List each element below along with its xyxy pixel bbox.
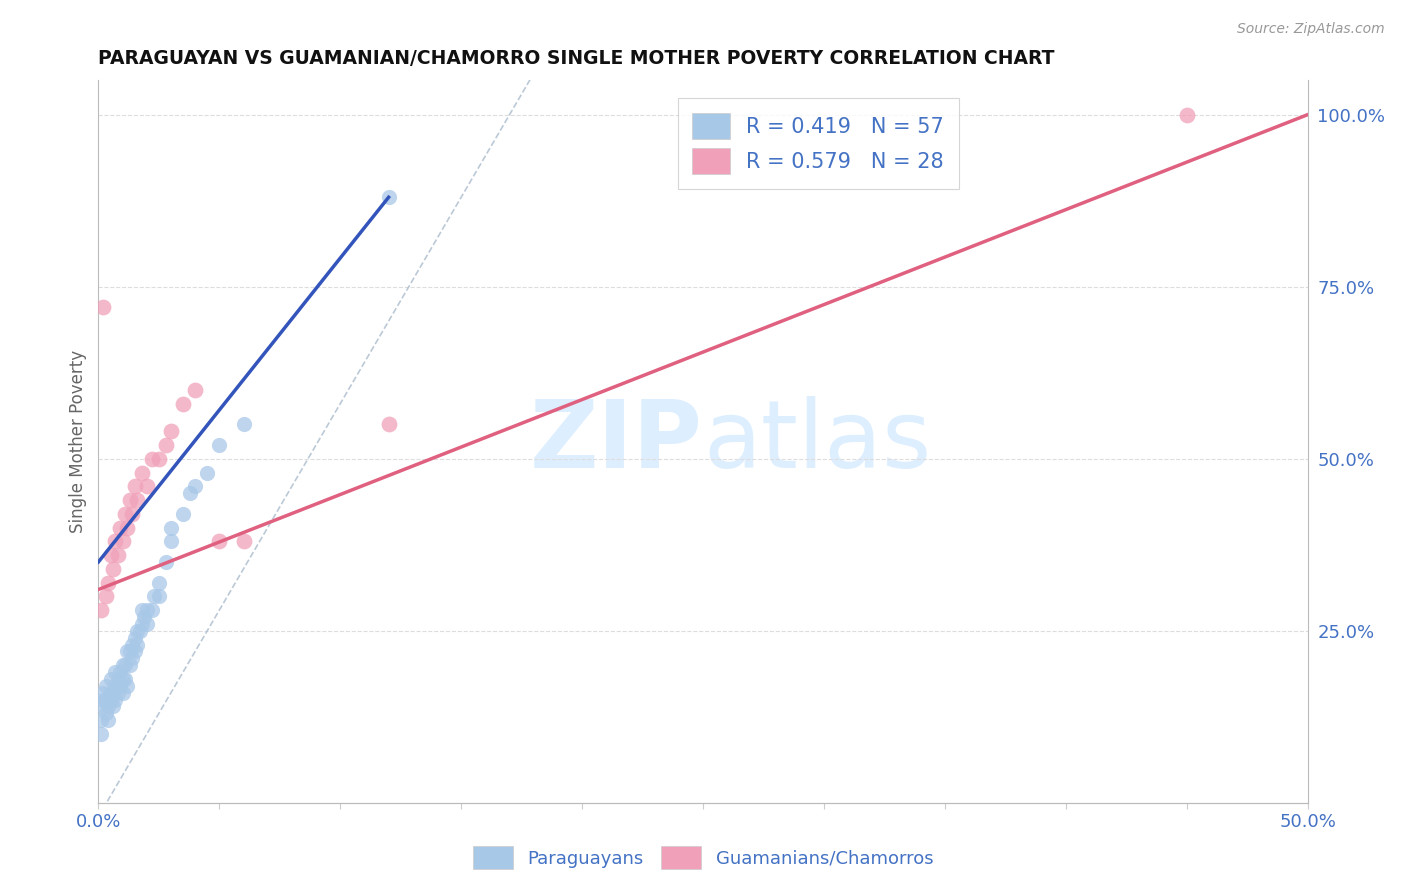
Point bbox=[101, 686, 124, 700]
Point bbox=[124, 479, 146, 493]
Text: PARAGUAYAN VS GUAMANIAN/CHAMORRO SINGLE MOTHER POVERTY CORRELATION CHART: PARAGUAYAN VS GUAMANIAN/CHAMORRO SINGLE … bbox=[98, 48, 1054, 68]
Point bbox=[127, 624, 149, 638]
Point bbox=[90, 727, 112, 741]
Point bbox=[104, 534, 127, 549]
Point bbox=[117, 520, 139, 534]
Point bbox=[232, 417, 254, 432]
Point bbox=[160, 424, 183, 438]
Y-axis label: Single Mother Poverty: Single Mother Poverty bbox=[69, 350, 87, 533]
Point bbox=[128, 624, 150, 638]
Point bbox=[184, 479, 207, 493]
Point bbox=[135, 603, 157, 617]
Point bbox=[127, 638, 149, 652]
Point bbox=[148, 575, 170, 590]
Point bbox=[108, 520, 131, 534]
Point bbox=[127, 493, 149, 508]
Point bbox=[97, 575, 120, 590]
Point bbox=[141, 451, 163, 466]
Text: ZIP: ZIP bbox=[530, 395, 703, 488]
Point bbox=[100, 672, 122, 686]
Point bbox=[117, 644, 139, 658]
Point bbox=[90, 713, 112, 727]
Point bbox=[377, 190, 399, 204]
Point bbox=[118, 644, 141, 658]
Point bbox=[141, 603, 163, 617]
Text: atlas: atlas bbox=[703, 395, 931, 488]
Point bbox=[91, 301, 114, 315]
Point bbox=[1175, 108, 1198, 122]
Legend: R = 0.419   N = 57, R = 0.579   N = 28: R = 0.419 N = 57, R = 0.579 N = 28 bbox=[678, 98, 959, 189]
Point bbox=[104, 665, 127, 679]
Point bbox=[195, 466, 218, 480]
Point bbox=[108, 665, 131, 679]
Point bbox=[118, 493, 141, 508]
Point bbox=[114, 507, 136, 521]
Point bbox=[100, 692, 122, 706]
Point bbox=[172, 397, 194, 411]
Point bbox=[143, 590, 166, 604]
Point bbox=[114, 672, 136, 686]
Point bbox=[232, 534, 254, 549]
Point bbox=[91, 692, 114, 706]
Point bbox=[100, 548, 122, 562]
Point bbox=[377, 417, 399, 432]
Point bbox=[135, 616, 157, 631]
Point bbox=[148, 451, 170, 466]
Point bbox=[108, 679, 131, 693]
Point bbox=[118, 658, 141, 673]
Point bbox=[94, 679, 117, 693]
Point bbox=[94, 590, 117, 604]
Point bbox=[91, 686, 114, 700]
Point bbox=[208, 438, 231, 452]
Point bbox=[121, 651, 143, 665]
Point bbox=[160, 520, 183, 534]
Point bbox=[107, 672, 129, 686]
Point bbox=[101, 699, 124, 714]
Point bbox=[121, 638, 143, 652]
Point bbox=[101, 562, 124, 576]
Point bbox=[172, 507, 194, 521]
Point bbox=[131, 603, 153, 617]
Point bbox=[131, 616, 153, 631]
Point bbox=[131, 466, 153, 480]
Point bbox=[104, 692, 127, 706]
Point bbox=[124, 631, 146, 645]
Point bbox=[90, 603, 112, 617]
Point bbox=[155, 555, 177, 569]
Point bbox=[111, 686, 134, 700]
Point bbox=[107, 548, 129, 562]
Point bbox=[121, 507, 143, 521]
Point bbox=[148, 590, 170, 604]
Point bbox=[91, 699, 114, 714]
Point bbox=[97, 713, 120, 727]
Point bbox=[208, 534, 231, 549]
Point bbox=[179, 486, 201, 500]
Point bbox=[111, 658, 134, 673]
Point bbox=[97, 699, 120, 714]
Point bbox=[111, 534, 134, 549]
Point bbox=[111, 672, 134, 686]
Legend: Paraguayans, Guamanians/Chamorros: Paraguayans, Guamanians/Chamorros bbox=[464, 838, 942, 879]
Point bbox=[160, 534, 183, 549]
Point bbox=[184, 383, 207, 397]
Point bbox=[124, 644, 146, 658]
Point bbox=[104, 679, 127, 693]
Point bbox=[94, 692, 117, 706]
Point bbox=[94, 706, 117, 721]
Point bbox=[155, 438, 177, 452]
Point bbox=[107, 686, 129, 700]
Text: Source: ZipAtlas.com: Source: ZipAtlas.com bbox=[1237, 22, 1385, 37]
Point bbox=[100, 686, 122, 700]
Point bbox=[134, 610, 156, 624]
Point bbox=[135, 479, 157, 493]
Point bbox=[114, 658, 136, 673]
Point bbox=[117, 679, 139, 693]
